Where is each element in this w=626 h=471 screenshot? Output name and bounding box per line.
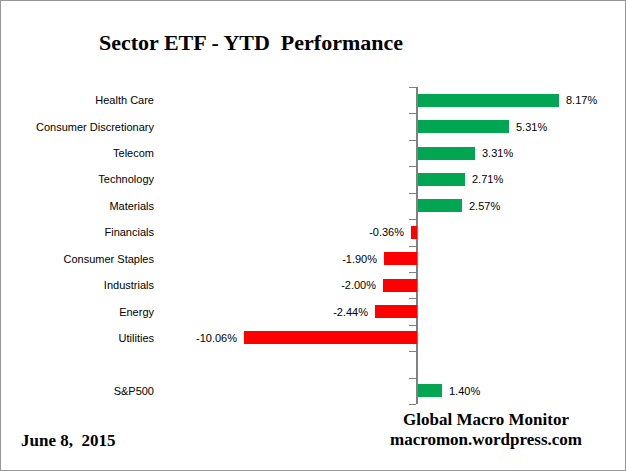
axis-tick [409,325,416,326]
bar [418,147,475,160]
axis-tick [409,246,416,247]
axis-tick [409,378,416,379]
value-label: -1.90% [342,252,377,266]
zero-axis-line [416,87,418,404]
category-label: Consumer Staples [64,252,155,266]
value-label: 5.31% [516,120,547,134]
value-label: 2.71% [472,172,503,186]
value-label: -2.00% [341,278,376,292]
bar [411,226,417,239]
axis-tick [409,140,416,141]
credit-line-1: Global Macro Monitor [346,410,626,430]
bar [418,173,465,186]
value-label: -2.44% [333,305,368,319]
axis-tick [409,87,416,88]
axis-tick [409,351,416,352]
bar [383,279,417,292]
category-label: Consumer Discretionary [36,120,154,134]
date-label: June 8, 2015 [21,431,115,451]
category-label: Telecom [113,146,154,160]
bar [244,331,417,344]
value-label: 2.57% [469,199,500,213]
credit-block: Global Macro Monitor macromon.wordpress.… [346,410,626,450]
bar [384,252,417,265]
chart-title: Sector ETF - YTD Performance [1,30,501,56]
axis-tick [409,219,416,220]
chart-page: Sector ETF - YTD Performance Health Care… [0,0,626,471]
category-label: Materials [109,199,154,213]
axis-tick [409,272,416,273]
axis-tick [409,404,416,405]
bar [418,384,442,397]
bar [418,94,559,107]
bar [375,305,417,318]
value-label: -10.06% [196,331,237,345]
value-label: 1.40% [449,384,480,398]
axis-tick [409,193,416,194]
bar [418,120,509,133]
category-label: Health Care [95,93,154,107]
axis-tick [409,113,416,114]
value-label: -0.36% [369,225,404,239]
value-label: 3.31% [482,146,513,160]
credit-line-2: macromon.wordpress.com [346,430,626,450]
category-label: Utilities [119,331,154,345]
value-label: 8.17% [566,93,597,107]
axis-tick [409,298,416,299]
axis-tick [409,166,416,167]
category-label: Energy [119,305,154,319]
bar [418,199,462,212]
category-label: S&P500 [114,384,154,398]
category-label: Technology [98,172,154,186]
category-label: Industrials [104,278,154,292]
category-label: Financials [104,225,154,239]
